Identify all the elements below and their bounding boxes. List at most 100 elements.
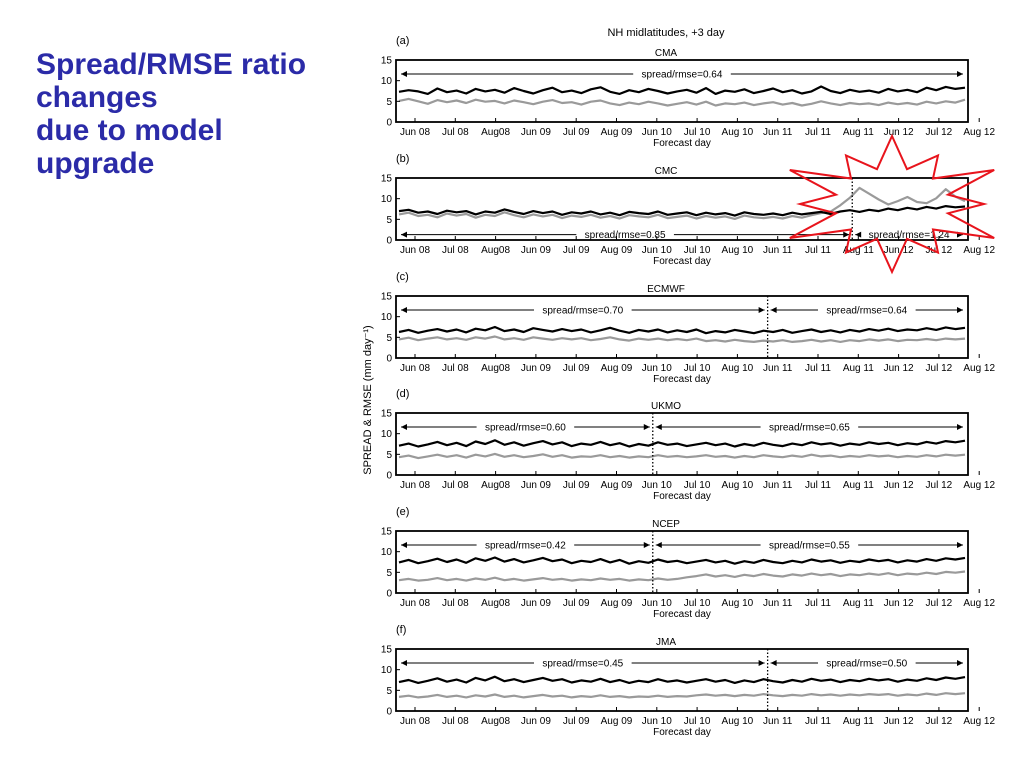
spread-rmse-figure: NH midlatitudes, +3 day SPREAD & RMSE (m… [362,27,996,738]
spread-line [398,452,966,460]
x-tick-label: Aug 11 [843,716,874,727]
ratio-label-bg [761,539,858,552]
y-tick-label: 0 [386,589,392,600]
figure-title: NH midlatitudes, +3 day [607,27,725,39]
x-tick-label: Aug 10 [722,480,754,491]
x-tick-label: Jun 10 [642,127,672,138]
x-tick-label: Jun 10 [642,363,672,374]
axes-frame [395,530,969,594]
y-tick-label: 10 [381,312,393,323]
x-tick-label: Aug 09 [601,716,633,727]
ratio-label: spread/rmse=0.50 [826,659,907,670]
x-tick-label: Jul 11 [805,127,831,138]
x-tick-label: Jun 08 [400,245,430,256]
rmse-line [398,325,966,335]
ratio-label-bg [477,421,574,434]
upgrade-highlight-starburst [789,133,995,275]
y-tick-label: 0 [386,471,392,482]
panel-label: (c) [396,271,409,283]
ratio-annotation: spread/rmse=0.42 [401,539,650,552]
chart-panels: (a) CMA spread/rmse=0.64 0 5 10 15 Jun 08 Jul 08… [381,35,996,738]
x-tick-label: Jun 08 [400,716,430,727]
x-tick-label: Jun 11 [763,598,793,609]
y-tick-label: 15 [381,645,393,656]
x-tick-label: Jul 11 [805,716,831,727]
panel-ukmo: (d) UKMO spread/rmse=0.60 spread/rmse=0.65 0… [381,388,996,502]
x-tick-label: Aug08 [481,363,510,374]
x-tick-label: Jul 09 [563,363,590,374]
panel-label: (f) [396,624,406,636]
x-tick-label: Aug 09 [601,363,633,374]
spread-line [398,570,966,582]
y-tick-label: 5 [386,450,392,461]
ratio-label: spread/rmse=0.64 [826,306,907,317]
x-tick-label: Aug 10 [722,716,754,727]
x-tick-label: Jun 11 [763,127,793,138]
panel-ecmwf: (c) ECMWF spread/rmse=0.70 spread/rmse=0.64… [381,271,996,385]
panel-title: ECMWF [647,284,685,295]
x-tick-label: Jul 08 [442,127,469,138]
ratio-label-bg [819,304,915,317]
x-tick-label: Aug 12 [963,363,995,374]
x-tick-label: Aug 10 [722,127,754,138]
x-tick-label: Aug08 [481,480,510,491]
x-tick-label: Aug 11 [843,245,874,256]
x-axis-label: Forecast day [653,491,711,502]
x-tick-label: Jun 11 [763,480,793,491]
arrow-head-right [758,660,765,667]
panel-label: (d) [396,388,409,400]
ratio-annotation: spread/rmse=0.45 [401,657,765,670]
x-tick-label: Jul 08 [442,480,469,491]
ratio-annotation: spread/rmse=0.70 [401,304,765,317]
axes-frame [395,648,969,712]
x-tick-label: Jul 12 [926,127,953,138]
x-tick-label: Aug08 [481,598,510,609]
panel-title: NCEP [652,519,680,530]
x-tick-label: Jul 12 [926,245,953,256]
x-axis-label: Forecast day [653,727,711,738]
x-tick-label: Jun 11 [763,716,793,727]
y-tick-label: 15 [381,56,393,67]
ratio-label-bg [535,304,631,317]
arrow-head-right [957,660,963,667]
x-tick-label: Jun 08 [400,480,430,491]
x-tick-label: Jul 08 [442,245,469,256]
x-tick-label: Jun 12 [884,598,914,609]
x-tick-label: Jun 09 [521,598,551,609]
slide-title-line-4: upgrade [36,147,155,180]
x-tick-label: Aug 12 [963,245,995,256]
panel-ncep: (e) NCEP spread/rmse=0.42 spread/rmse=0.55 0… [381,506,996,620]
arrow-head-right [758,307,765,314]
x-tick-label: Jun 10 [642,598,672,609]
ratio-annotation: spread/rmse=0.64 [770,304,963,317]
x-tick-label: Jun 12 [884,716,914,727]
y-tick-label: 5 [386,333,392,344]
x-tick-label: Jun 09 [521,716,551,727]
ratio-label: spread/rmse=0.64 [642,70,723,81]
panel-title: CMA [655,48,678,59]
x-tick-label: Jul 09 [563,480,590,491]
x-tick-label: Jun 09 [521,480,551,491]
axes-frame [395,412,969,476]
x-tick-label: Jul 10 [684,245,711,256]
arrow-head-right [957,307,963,314]
axes-frame [395,59,969,123]
arrow-head-right [957,542,963,549]
x-tick-label: Aug 10 [722,598,754,609]
x-tick-label: Jun 08 [400,598,430,609]
x-tick-label: Aug 12 [963,716,995,727]
x-axis-label: Forecast day [653,256,711,267]
rmse-line [398,205,966,217]
arrow-head-right [643,424,650,431]
x-tick-label: Jul 10 [684,127,711,138]
x-tick-label: Jun 10 [642,716,672,727]
arrow-head-right [957,424,963,431]
x-tick-label: Jun 10 [642,245,672,256]
x-tick-label: Jun 08 [400,127,430,138]
panel-label: (e) [396,506,409,518]
panel-cma: (a) CMA spread/rmse=0.64 0 5 10 15 Jun 08 Jul 08… [381,35,996,149]
ratio-annotation: spread/rmse=0.60 [401,421,650,434]
x-axis-label: Forecast day [653,609,711,620]
rmse-line [398,675,966,685]
arrow-head-left [401,71,407,78]
